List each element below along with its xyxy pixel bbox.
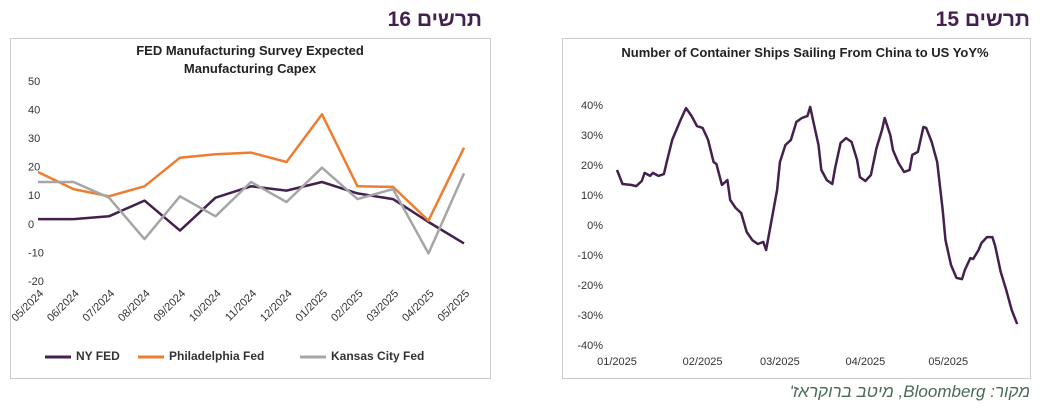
y-tick-label: 10%: [581, 190, 603, 202]
series-line: [37, 113, 466, 222]
chart-title: FED Manufacturing Survey Expected Manufa…: [136, 43, 364, 76]
y-tick-label: 0: [28, 219, 34, 231]
y-tick-label: 20: [28, 162, 40, 174]
source-note: מקור: Bloomberg, מיטב ברוקראז': [789, 382, 1030, 401]
x-tick-label: 02/2025: [329, 288, 366, 325]
y-tick-label: 10: [28, 190, 40, 202]
y-tick-label: 40%: [581, 100, 603, 112]
x-tick-label: 03/2025: [365, 288, 402, 325]
y-tick-label: -20: [28, 276, 44, 288]
y-tick-label: 20%: [581, 160, 603, 172]
x-tick-label: 04/2025: [846, 356, 886, 368]
x-tick-label: 05/2024: [10, 288, 47, 325]
legend-label: Kansas City Fed: [331, 349, 424, 363]
chart-title: Number of Container Ships Sailing From C…: [621, 45, 989, 60]
x-tick-label: 06/2024: [45, 288, 82, 325]
y-tick-label: -40%: [577, 340, 603, 352]
x-tick-label: 12/2024: [258, 288, 295, 325]
x-tick-label: 02/2025: [683, 356, 723, 368]
x-tick-label: 03/2025: [760, 356, 800, 368]
x-tick-label: 05/2025: [436, 288, 473, 325]
x-tick-label: 09/2024: [152, 288, 189, 325]
x-tick-label: 04/2025: [400, 288, 437, 325]
x-tick-label: 08/2024: [116, 288, 153, 325]
x-tick-label: 07/2024: [81, 288, 118, 325]
legend-label: NY FED: [76, 349, 120, 363]
y-tick-label: -30%: [577, 310, 603, 322]
y-tick-label: -20%: [577, 280, 603, 292]
y-tick-label: 30%: [581, 130, 603, 142]
x-tick-label: 05/2025: [928, 356, 968, 368]
y-tick-label: 50: [28, 76, 40, 88]
x-tick-label: 01/2025: [294, 288, 331, 325]
y-tick-label: -10: [28, 247, 44, 259]
y-tick-label: -10%: [577, 250, 603, 262]
x-tick-label: 10/2024: [187, 288, 224, 325]
legend-label: Philadelphia Fed: [169, 349, 264, 363]
series-line: [615, 105, 1019, 325]
figure-header: תרשים 15: [935, 8, 1030, 31]
x-tick-label: 11/2024: [223, 288, 259, 324]
y-tick-label: 40: [28, 104, 40, 116]
panel: [10, 38, 491, 379]
x-tick-label: 01/2025: [597, 356, 637, 368]
panel: [562, 38, 1031, 379]
series-line: [38, 166, 466, 255]
y-tick-label: 0%: [587, 220, 603, 232]
y-tick-label: 30: [28, 133, 40, 145]
series-line: [38, 180, 465, 245]
figure-header: תרשים 16: [387, 8, 482, 31]
